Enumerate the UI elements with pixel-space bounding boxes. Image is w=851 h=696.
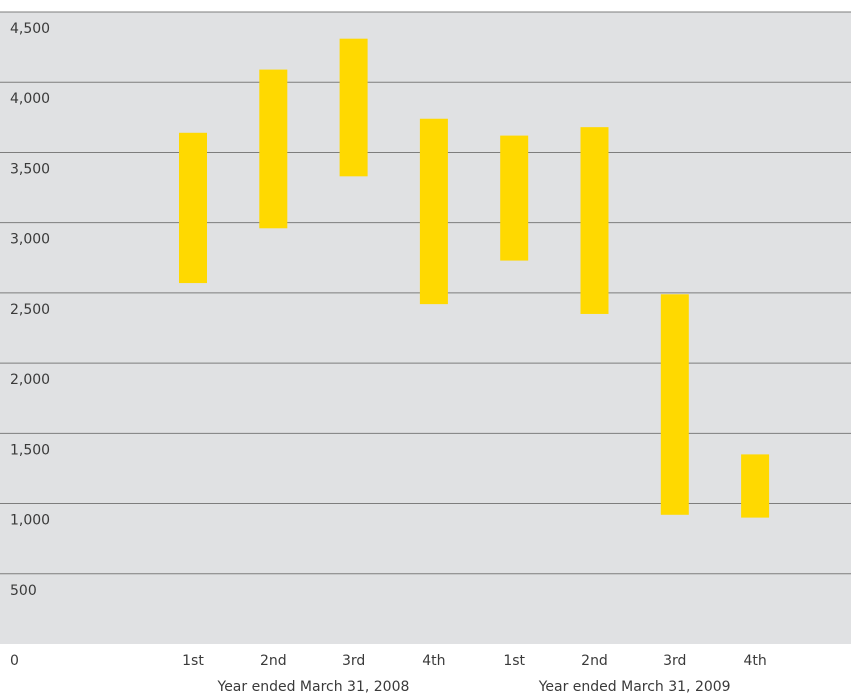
x-tick-label: 4th [422,653,445,669]
x-axis: 1st 2nd 3rd 4th 1st 2nd 3rd 4th [182,653,767,669]
x-tick-label: 1st [182,653,204,669]
range-bar [419,118,448,305]
range-bar [660,294,689,515]
x-tick-label: 2nd [581,653,608,669]
range-bar [500,135,529,261]
x-tick-label: 3rd [663,653,686,669]
y-tick-label: 1,500 [10,442,50,458]
x-group-label: Year ended March 31, 2009 [538,679,731,695]
bars [179,38,770,518]
x-tick-label: 4th [743,653,766,669]
y-axis: 0 500 1,000 1,500 2,000 2,500 3,000 3,500 4,000 4… [10,21,50,669]
range-bar [580,127,609,314]
x-group-label: Year ended March 31, 2008 [217,679,410,695]
x-axis-groups: Year ended March 31, 2008 Year ended Marc… [217,679,731,695]
plot-area [0,12,851,644]
x-tick-label: 2nd [260,653,287,669]
y-tick-label: 2,500 [10,302,50,318]
range-bar [179,132,207,284]
x-tick-label: 3rd [342,653,365,669]
y-tick-label: 500 [10,583,37,599]
y-tick-label: 4,000 [10,91,50,107]
y-tick-label: 4,500 [10,21,50,37]
x-tick-label: 1st [503,653,525,669]
range-bar [259,69,288,229]
y-tick-label: 1,000 [10,513,50,529]
y-tick-label: 0 [10,653,19,669]
y-tick-label: 3,000 [10,232,50,248]
y-tick-label: 3,500 [10,161,50,177]
y-tick-label: 2,000 [10,372,50,388]
range-bar [339,38,368,177]
range-bar [741,454,770,518]
